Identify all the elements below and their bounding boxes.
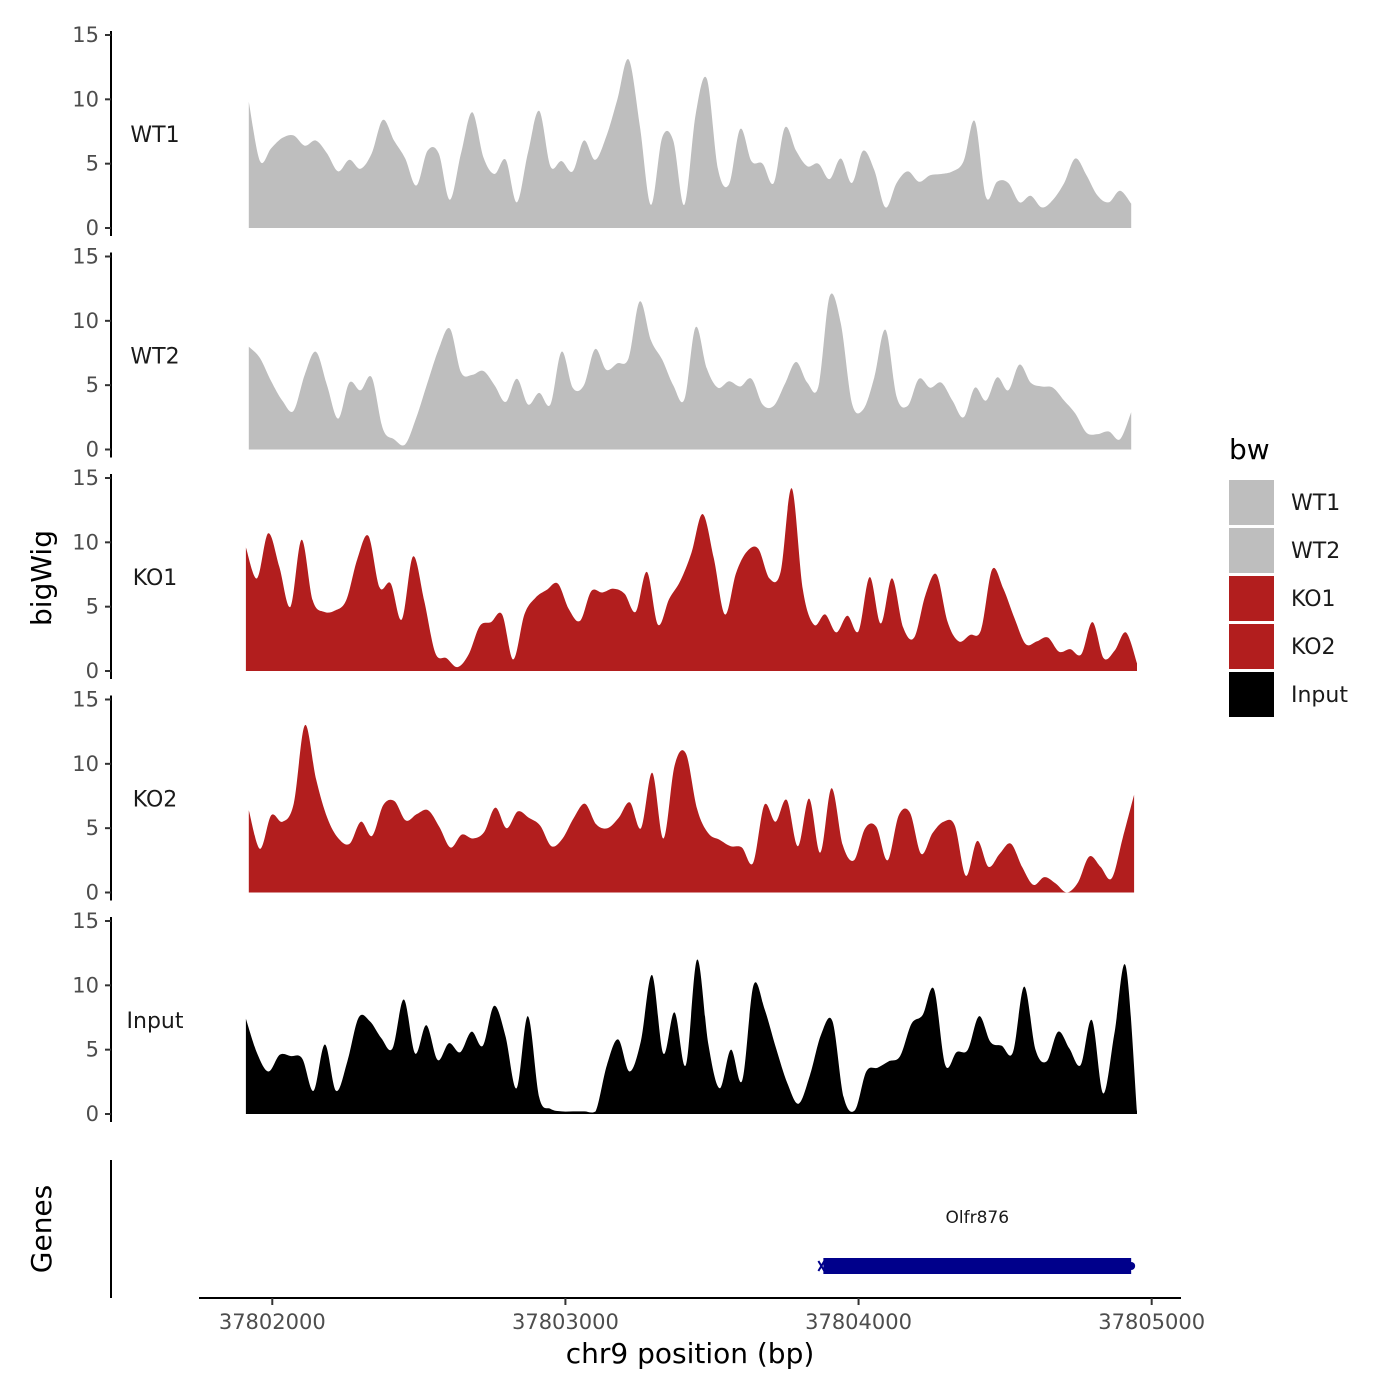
x-tick-label: 37803000 bbox=[512, 1310, 619, 1334]
track-ko2-label: KO2 bbox=[133, 788, 178, 813]
track-wt2-y-tick-label: 10 bbox=[72, 309, 99, 333]
track-wt1-y-tick-label: 5 bbox=[86, 152, 99, 176]
gene-olfr876-body bbox=[823, 1258, 1132, 1274]
gene-olfr876-end-marker bbox=[1127, 1262, 1136, 1270]
gene-olfr876-label: Olfr876 bbox=[946, 1208, 1010, 1228]
track-wt1-y-tick-label: 10 bbox=[72, 87, 99, 111]
track-ko2-y-tick-label: 5 bbox=[86, 816, 99, 840]
track-ko1-y-tick-label: 0 bbox=[86, 659, 99, 683]
track-wt2-y-tick-label: 15 bbox=[72, 245, 99, 269]
track-input-y-tick-label: 15 bbox=[72, 909, 99, 933]
track-ko1-y-tick-label: 10 bbox=[72, 530, 99, 554]
track-input: 0 5 10 15 Input bbox=[72, 909, 1137, 1126]
track-wt1-area bbox=[248, 59, 1132, 229]
track-ko1-area bbox=[245, 488, 1137, 671]
track-wt1-label: WT1 bbox=[130, 123, 179, 148]
track-wt2-y-tick-label: 5 bbox=[86, 373, 99, 397]
track-input-y-tick-label: 0 bbox=[86, 1102, 99, 1126]
gene-olfr876-start-marker bbox=[817, 1260, 826, 1272]
track-ko2-y-tick-label: 15 bbox=[72, 688, 99, 712]
gene-features: Olfr876 bbox=[817, 1208, 1136, 1274]
legend-key-wt2 bbox=[1229, 528, 1274, 573]
legend-key-wt1 bbox=[1229, 480, 1274, 525]
legend: bw WT1 WT2 KO1 KO2 Input bbox=[1229, 433, 1348, 717]
track-wt2: 0 5 10 15 WT2 bbox=[72, 245, 1132, 462]
track-ko2-y-tick-label: 0 bbox=[86, 881, 99, 905]
y-axis-title: bigWig bbox=[25, 530, 58, 626]
track-input-y-tick-label: 10 bbox=[72, 973, 99, 997]
x-tick-label: 37802000 bbox=[219, 1310, 326, 1334]
genes-panel-label: Genes bbox=[25, 1185, 58, 1273]
x-axis-title: chr9 position (bp) bbox=[566, 1337, 815, 1370]
track-ko2-area bbox=[248, 724, 1135, 893]
track-ko1-label: KO1 bbox=[133, 566, 178, 591]
track-wt2-label: WT2 bbox=[130, 345, 179, 370]
track-input-label: Input bbox=[127, 1009, 184, 1034]
tracks-group: 0 5 10 15 WT1 0 5 10 15 WT2 0 5 10 15 KO1 0 5 10 15 KO2 0 5 10… bbox=[72, 23, 1137, 1126]
track-input-area bbox=[245, 959, 1137, 1114]
track-ko1-y-tick-label: 15 bbox=[72, 466, 99, 490]
x-tick-label: 37805000 bbox=[1098, 1310, 1205, 1334]
x-axis: 37802000 37803000 37804000 37805000 bbox=[199, 1297, 1205, 1334]
track-wt2-area bbox=[248, 293, 1132, 450]
track-input-y-tick-label: 5 bbox=[86, 1038, 99, 1062]
legend-label-ko1: KO1 bbox=[1291, 587, 1336, 612]
legend-label-wt1: WT1 bbox=[1291, 491, 1340, 516]
legend-label-ko2: KO2 bbox=[1291, 635, 1336, 660]
legend-key-input bbox=[1229, 672, 1274, 717]
legend-label-input: Input bbox=[1291, 683, 1348, 708]
track-wt1-y-tick-label: 0 bbox=[86, 216, 99, 240]
track-ko2-y-tick-label: 10 bbox=[72, 752, 99, 776]
track-wt2-y-tick-label: 0 bbox=[86, 438, 99, 462]
legend-title: bw bbox=[1229, 433, 1270, 466]
legend-key-ko2 bbox=[1229, 624, 1274, 669]
legend-label-wt2: WT2 bbox=[1291, 539, 1340, 564]
track-wt1-y-tick-label: 15 bbox=[72, 23, 99, 47]
track-ko2: 0 5 10 15 KO2 bbox=[72, 688, 1135, 905]
track-ko1-y-tick-label: 5 bbox=[86, 595, 99, 619]
track-ko1: 0 5 10 15 KO1 bbox=[72, 466, 1137, 683]
x-tick-label: 37804000 bbox=[805, 1310, 912, 1334]
legend-key-ko1 bbox=[1229, 576, 1274, 621]
genes-panel: Genes Olfr876 bbox=[25, 1160, 1136, 1298]
track-wt1: 0 5 10 15 WT1 bbox=[72, 23, 1132, 240]
